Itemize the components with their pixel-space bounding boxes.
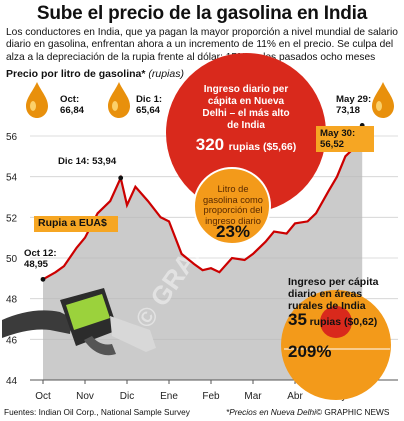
rural-share-bubble — [281, 290, 391, 400]
dic1-price-callout: Dic 1: 65,64 — [136, 94, 163, 116]
data-point — [118, 175, 124, 181]
x-tick-label: Mar — [244, 391, 262, 402]
credit: © GRAPHIC NEWS — [316, 407, 390, 417]
may30-label-box — [316, 126, 374, 152]
fuel-drop-icon — [372, 82, 394, 118]
sources-note: Fuentes: Indian Oil Corp., National Samp… — [4, 407, 190, 417]
rupee-label-box — [34, 216, 118, 232]
share-bubble — [193, 167, 271, 245]
x-tick-label: Ene — [160, 391, 178, 402]
subtitle-label: Precio por litro de gasolina* — [6, 68, 146, 80]
data-point — [40, 276, 46, 282]
fuel-nozzle-icon — [2, 288, 156, 356]
y-tick-label: 56 — [6, 132, 18, 143]
may29-price-callout: May 29: 73,18 — [336, 94, 372, 116]
oct-price-callout: Oct: 66,84 — [60, 94, 85, 116]
y-tick-label: 46 — [6, 335, 18, 346]
dic14-rate-callout: Dic 14: 53,94 — [58, 156, 117, 167]
page-title: Sube el precio de la gasolina en India — [36, 3, 368, 24]
income-bubble-value: 320 rupias ($5,66) — [195, 135, 297, 154]
series-line — [42, 125, 364, 281]
footnote: *Precios en Nueva Delhi — [226, 407, 316, 417]
y-tick-label: 50 — [6, 254, 18, 265]
share-bubble-value: 23% — [215, 222, 251, 241]
share-bubble-text: Litro de gasolina como proporción del in… — [203, 184, 263, 226]
rural-income-value: 35 rupias ($0,62) — [288, 310, 378, 329]
x-tick-label: Abr — [287, 391, 303, 402]
oct12-rate-callout: Oct 12: 48,95 — [24, 248, 57, 270]
x-tick-label: Feb — [202, 391, 220, 402]
x-tick-label: Oct — [35, 391, 51, 402]
y-tick-label: 52 — [6, 213, 18, 224]
chart-subtitle: Precio por litro de gasolina* (rupias) — [6, 68, 184, 80]
fuel-drop-icon — [26, 82, 48, 118]
x-tick-label: Dic — [120, 391, 134, 402]
rural-income-text: Ingreso per cápita diario en áreas rural… — [288, 276, 379, 312]
fuel-drop-icon — [108, 82, 130, 118]
rural-income-bubble — [320, 306, 352, 338]
income-bubble — [166, 53, 326, 213]
intro-text: Los conductores en India, que ya pagan l… — [6, 27, 398, 63]
y-tick-label: 54 — [6, 173, 18, 184]
y-tick-label: 44 — [6, 376, 18, 387]
may30-rate-callout: May 30: 56,52 — [320, 128, 356, 150]
y-axis: 44 46 48 50 52 54 56 — [6, 132, 18, 387]
subtitle-units: (rupias) — [148, 68, 184, 80]
x-tick-label: Nov — [76, 391, 94, 402]
rupee-series-label: Rupia a EUA$ — [38, 217, 107, 229]
rural-share-value: 209% — [288, 342, 332, 361]
y-tick-label: 48 — [6, 295, 18, 306]
income-bubble-text: Ingreso diario per cápita en Nueva Delhi… — [202, 84, 290, 131]
